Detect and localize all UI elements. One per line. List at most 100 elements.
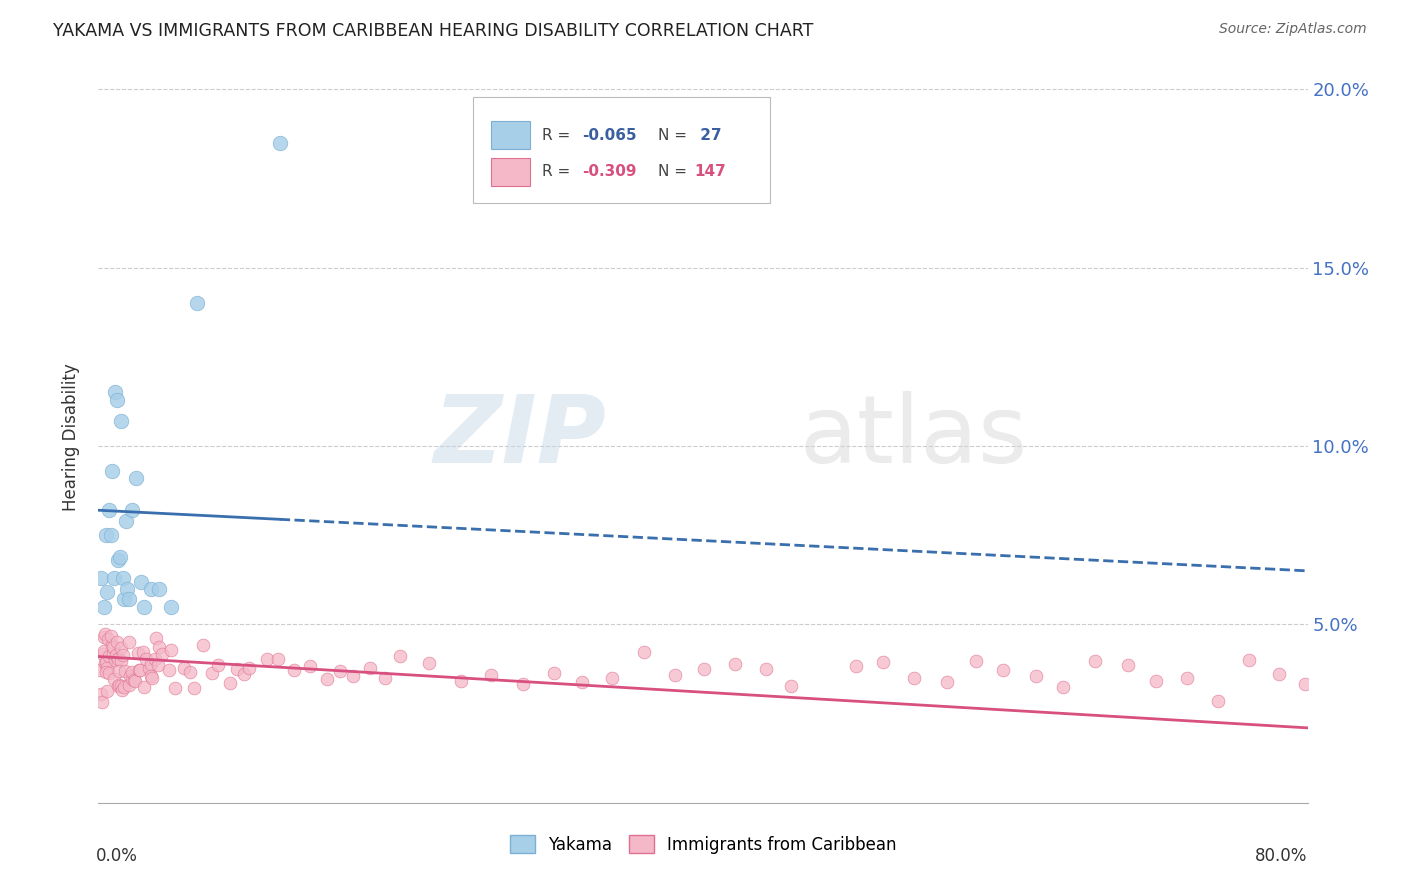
Point	[780, 680, 803, 694]
Point	[991, 664, 1014, 678]
Point	[1268, 666, 1291, 681]
Point	[724, 657, 747, 671]
Point	[160, 643, 183, 657]
Y-axis label: Hearing Disability: Hearing Disability	[62, 363, 80, 511]
Point	[388, 648, 411, 663]
Point	[132, 599, 155, 614]
Point	[160, 599, 183, 614]
Point	[112, 592, 135, 607]
Bar	[492, 158, 530, 186]
Point	[105, 392, 128, 407]
Text: R =: R =	[543, 164, 575, 179]
Point	[129, 663, 152, 677]
Point	[141, 657, 163, 671]
Point	[1052, 680, 1074, 694]
Point	[965, 654, 987, 668]
Point	[107, 553, 129, 567]
Text: YAKAMA VS IMMIGRANTS FROM CARIBBEAN HEARING DISABILITY CORRELATION CHART: YAKAMA VS IMMIGRANTS FROM CARIBBEAN HEAR…	[53, 22, 814, 40]
Text: -0.309: -0.309	[582, 164, 637, 179]
Point	[103, 672, 125, 686]
Text: R =: R =	[543, 128, 575, 143]
Point	[97, 632, 120, 647]
Point	[226, 662, 249, 676]
Text: N =: N =	[658, 164, 692, 179]
Point	[218, 675, 240, 690]
Text: 0.0%: 0.0%	[96, 847, 138, 864]
Point	[418, 656, 440, 670]
Point	[132, 645, 155, 659]
Point	[315, 673, 337, 687]
Point	[110, 414, 132, 428]
Point	[1237, 653, 1260, 667]
Point	[1175, 671, 1198, 685]
Point	[107, 679, 129, 693]
Text: -0.065: -0.065	[582, 128, 637, 143]
Point	[97, 666, 120, 681]
Point	[112, 681, 135, 695]
Point	[100, 629, 122, 643]
Point	[872, 655, 894, 669]
Point	[935, 674, 957, 689]
Point	[329, 664, 352, 678]
Point	[90, 571, 112, 585]
FancyBboxPatch shape	[474, 97, 769, 203]
Point	[141, 671, 163, 685]
Point	[207, 657, 229, 672]
Point	[186, 296, 208, 310]
Point	[104, 653, 127, 667]
Point	[94, 528, 117, 542]
Legend: Yakama, Immigrants from Caribbean: Yakama, Immigrants from Caribbean	[503, 829, 903, 860]
Point	[103, 571, 125, 585]
Point	[101, 464, 124, 478]
Point	[124, 673, 146, 688]
Point	[1144, 673, 1167, 688]
Bar	[492, 121, 530, 149]
Point	[101, 648, 124, 662]
Point	[104, 648, 127, 662]
Point	[91, 647, 114, 661]
Point	[479, 668, 502, 682]
Point	[143, 652, 166, 666]
Point	[111, 648, 134, 662]
Point	[107, 652, 129, 666]
Point	[129, 574, 152, 589]
Point	[191, 639, 214, 653]
Point	[342, 669, 364, 683]
Point	[110, 640, 132, 655]
Point	[157, 664, 180, 678]
Point	[359, 661, 381, 675]
Point	[93, 656, 115, 670]
Point	[600, 671, 623, 685]
Point	[903, 671, 925, 685]
Point	[110, 654, 132, 668]
Point	[233, 666, 256, 681]
Point	[127, 646, 149, 660]
Point	[103, 640, 125, 654]
Point	[693, 662, 716, 676]
Point	[283, 663, 305, 677]
Point	[94, 655, 117, 669]
Point	[132, 681, 155, 695]
Point	[256, 652, 278, 666]
Point	[148, 640, 170, 654]
Point	[121, 665, 143, 679]
Point	[148, 658, 170, 673]
Text: 147: 147	[695, 164, 727, 179]
Point	[96, 585, 118, 599]
Point	[141, 582, 163, 596]
Point	[118, 592, 141, 607]
Point	[633, 645, 655, 659]
Point	[89, 663, 111, 677]
Point	[124, 673, 146, 687]
Point	[93, 599, 115, 614]
Text: ZIP: ZIP	[433, 391, 606, 483]
Point	[98, 503, 121, 517]
Point	[238, 661, 260, 675]
Point	[120, 669, 142, 683]
Point	[110, 679, 132, 693]
Point	[118, 678, 141, 692]
Point	[93, 627, 115, 641]
Point	[90, 687, 112, 701]
Point	[111, 571, 134, 585]
Point	[96, 661, 118, 675]
